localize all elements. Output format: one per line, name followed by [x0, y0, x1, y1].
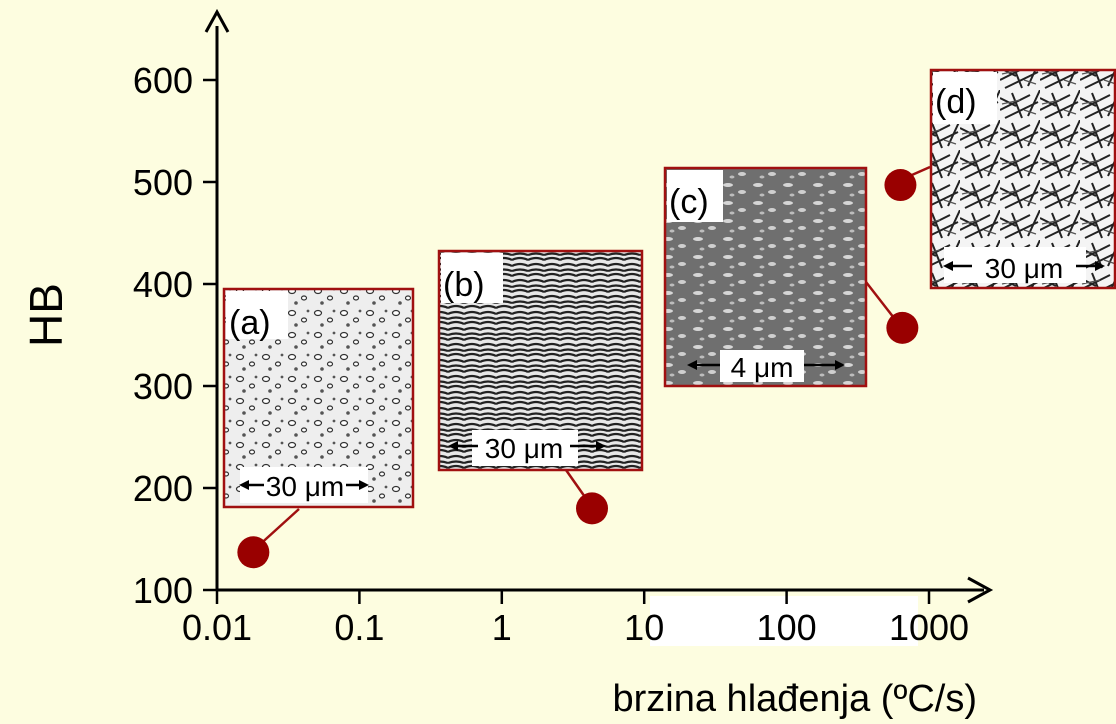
micrograph-d-scale-text: 30 μm: [985, 253, 1063, 284]
x-ticks: 0.01 0.1 1 10 100 1000: [182, 590, 969, 648]
y-axis-arrow: [204, 8, 230, 33]
micrograph-a: (a) 30 μm: [222, 287, 415, 549]
y-tick-label: 300: [133, 366, 193, 407]
micrograph-d: (d) 30 μm: [895, 68, 1116, 290]
x-label-backdrop: [650, 596, 918, 646]
micrograph-b-scale-text: 30 μm: [485, 433, 563, 464]
micrograph-d-letter: (d): [935, 83, 977, 121]
y-axis-label: HB: [20, 283, 72, 347]
data-point: [886, 311, 919, 344]
x-tick-label: 0.1: [334, 607, 384, 648]
x-tick-label: 10: [624, 607, 664, 648]
y-tick-label: 200: [133, 468, 193, 509]
data-points: [237, 169, 919, 569]
x-axis-label: brzina hlađenja (ºC/s): [613, 678, 978, 720]
micrograph-b-letter-box: [441, 253, 503, 303]
micrograph-a-scale-text: 30 μm: [266, 471, 344, 502]
micrograph-a-scale-text-bg: [264, 468, 346, 502]
micrograph-c-scale-text: 4 μm: [731, 352, 794, 383]
micrograph-d-letter-box: [933, 72, 997, 124]
data-point: [237, 536, 270, 569]
x-tick-label: 1000: [889, 607, 969, 648]
x-tick-label: 100: [757, 607, 817, 648]
data-point: [576, 492, 609, 525]
micrograph-c-letter: (c): [669, 183, 709, 221]
y-tick-label: 600: [133, 60, 193, 101]
micrograph-b-scale-text-bg2: [478, 430, 570, 464]
micrograph-b-letter: (b): [443, 266, 485, 304]
y-ticks: 100 200 300 400 500 600: [133, 60, 217, 611]
micrograph-b: (b) 30 μm: [437, 249, 644, 508]
micrograph-c: (c) 4 μm: [663, 166, 895, 388]
micrograph-a-letter-box: [226, 291, 288, 339]
y-tick-label: 100: [133, 570, 193, 611]
x-axis-arrow: [967, 576, 994, 604]
micrograph-c-letter-box: [667, 170, 723, 222]
x-tick-label: 1: [492, 607, 512, 648]
data-point: [884, 169, 917, 202]
micrograph-c-scale-text-bg: [720, 350, 804, 382]
y-tick-label: 400: [133, 264, 193, 305]
connector-line-c: [865, 281, 895, 319]
x-tick-label: 0.01: [182, 607, 252, 648]
y-tick-label: 500: [133, 162, 193, 203]
micrograph-d-scale-text-bg: [972, 250, 1076, 282]
micrograph-a-letter: (a): [229, 304, 271, 342]
